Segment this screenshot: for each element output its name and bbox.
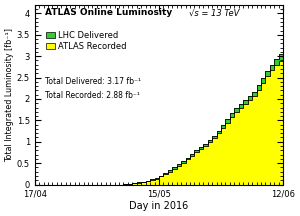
Y-axis label: Total Integrated Luminosity [fb⁻¹]: Total Integrated Luminosity [fb⁻¹]	[5, 28, 14, 162]
Text: Total Recorded: 2.88 fb⁻¹: Total Recorded: 2.88 fb⁻¹	[45, 91, 140, 100]
Text: ATLAS Online Luminosity: ATLAS Online Luminosity	[45, 8, 172, 17]
Text: √s = 13 TeV: √s = 13 TeV	[189, 8, 239, 17]
Text: Total Delivered: 3.17 fb⁻¹: Total Delivered: 3.17 fb⁻¹	[45, 77, 141, 86]
X-axis label: Day in 2016: Day in 2016	[129, 201, 189, 211]
Legend: LHC Delivered, ATLAS Recorded: LHC Delivered, ATLAS Recorded	[46, 31, 127, 51]
